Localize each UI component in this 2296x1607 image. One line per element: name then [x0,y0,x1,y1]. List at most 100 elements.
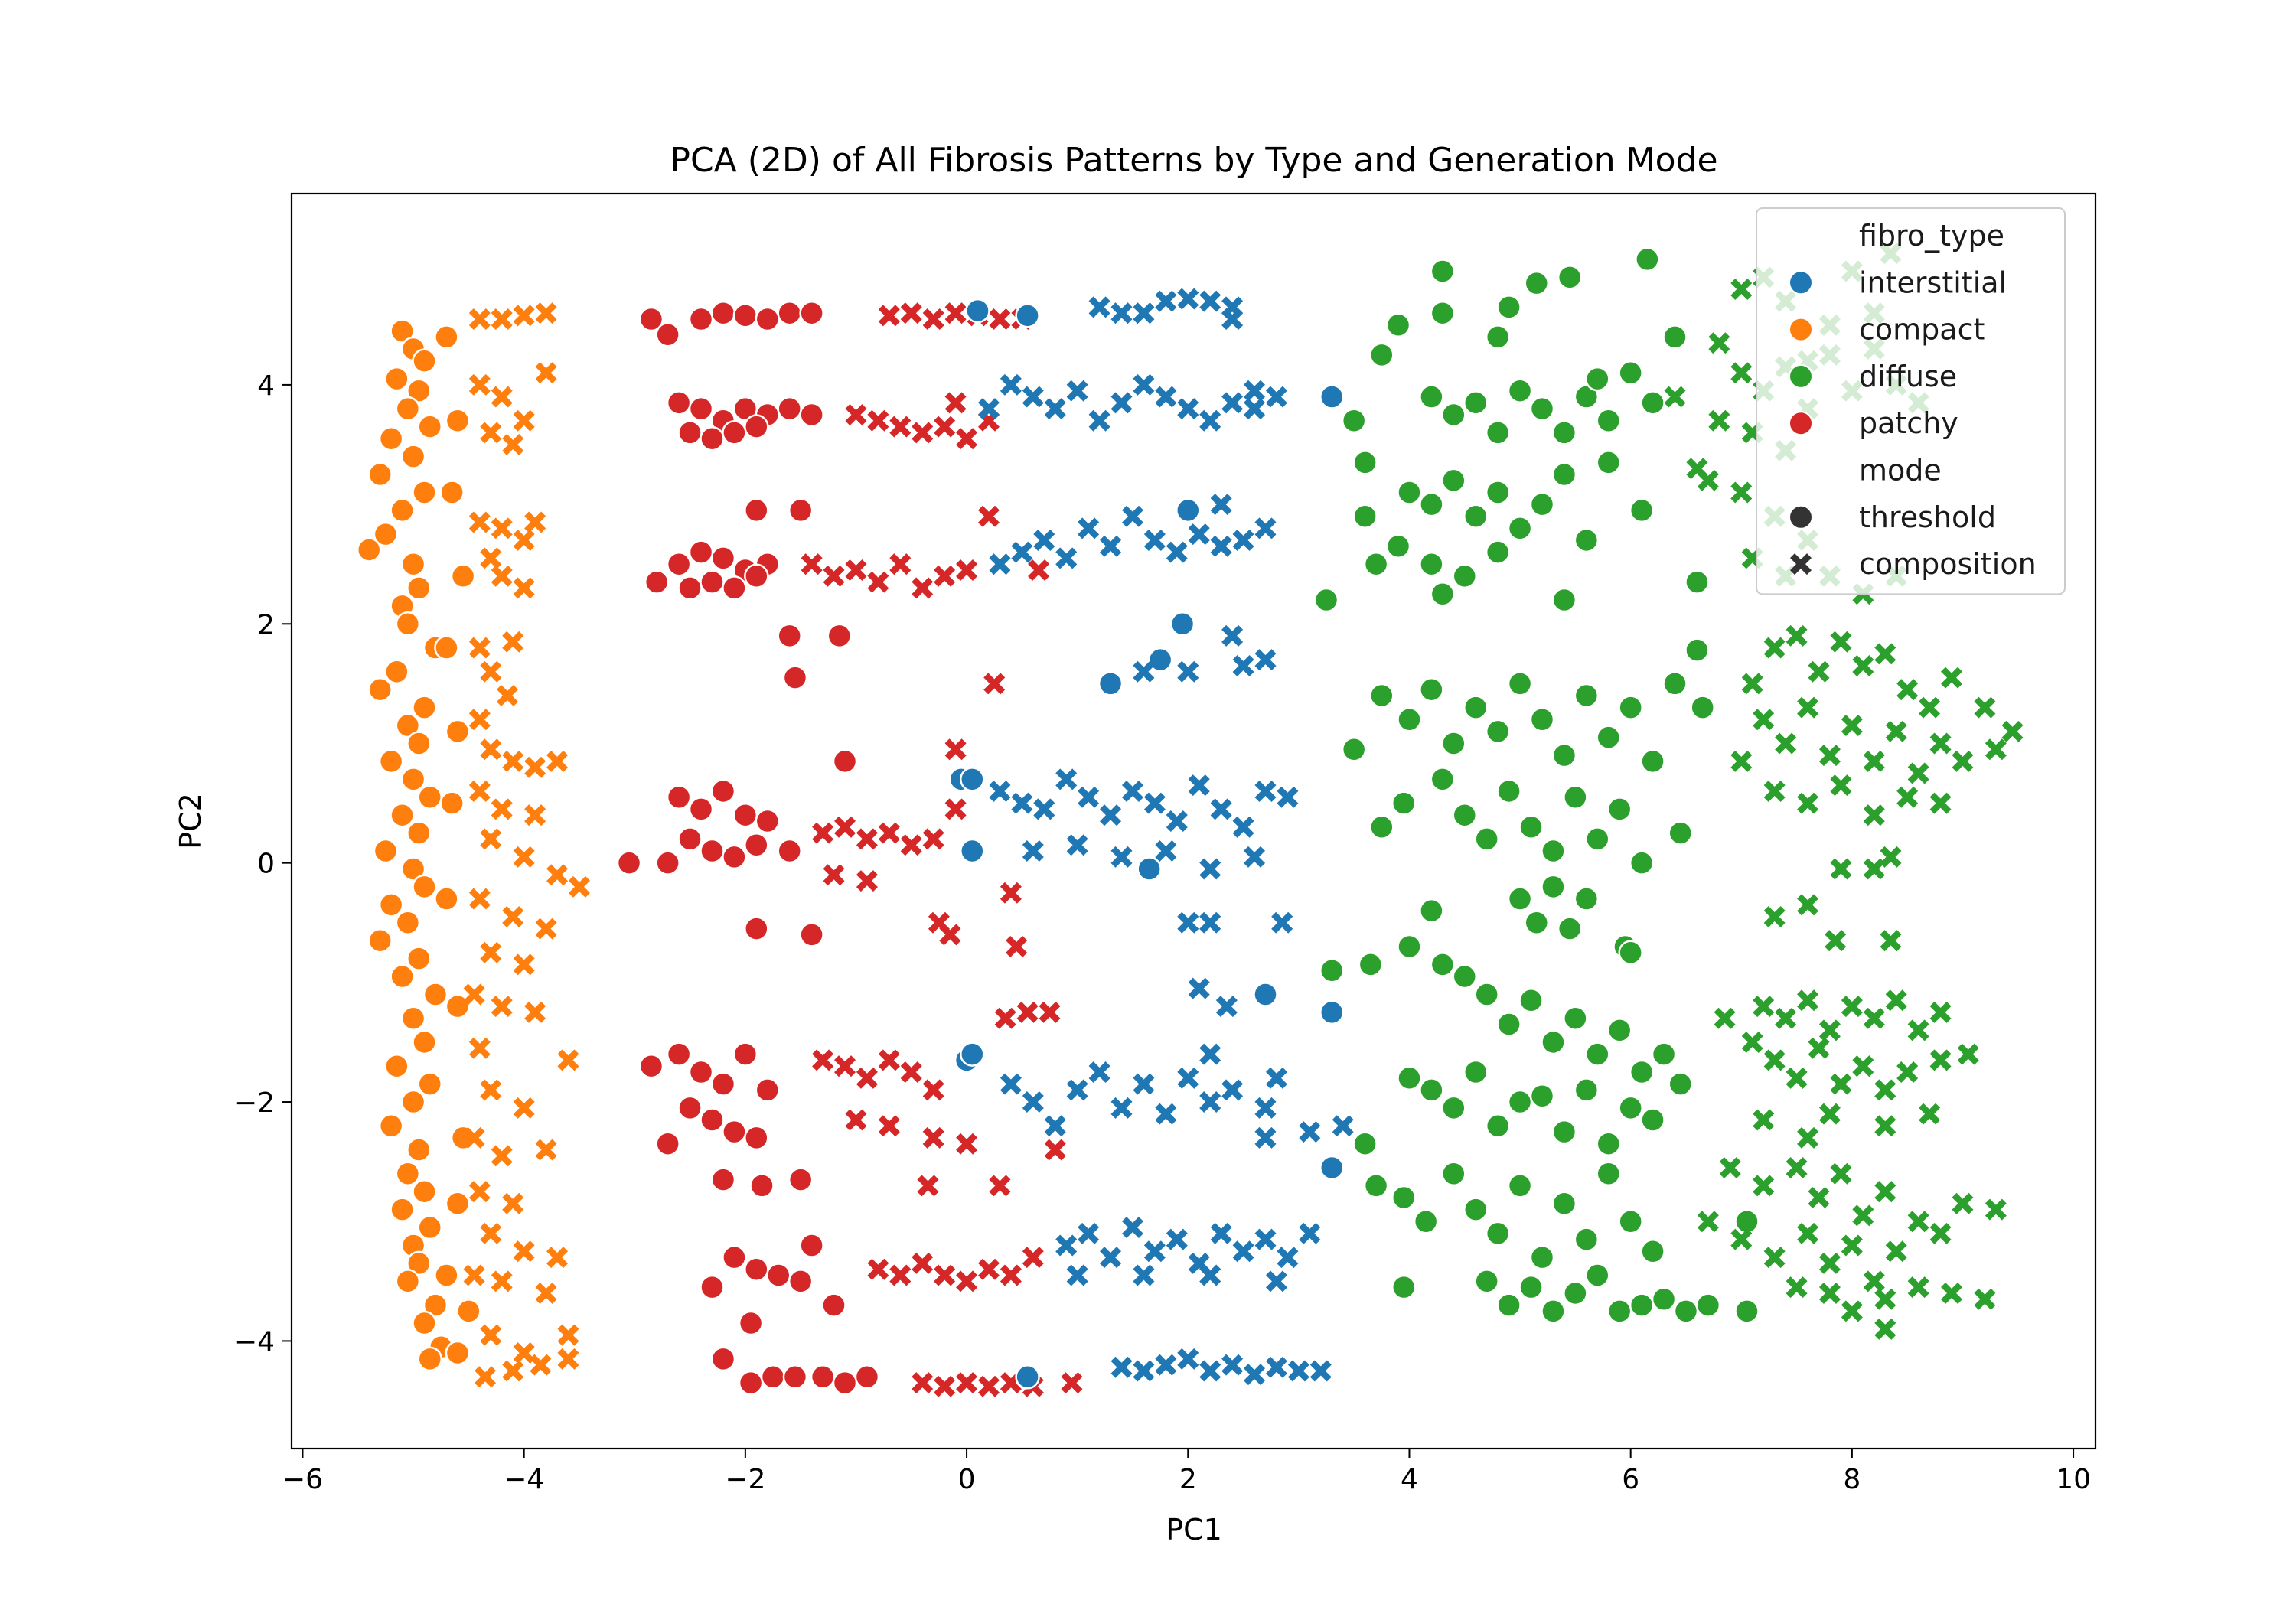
data-point [1606,1018,1632,1043]
data-point [439,480,465,505]
data-point [867,409,889,432]
data-point [1753,996,1775,1018]
data-point [744,563,769,589]
data-point [384,1053,409,1079]
y-axis-label: PC2 [174,793,207,849]
data-point [638,1053,664,1079]
data-point [480,547,502,569]
data-point [1254,517,1277,539]
data-point [1541,838,1566,864]
data-point [1177,1067,1199,1089]
data-point [956,428,978,450]
data-point [417,1346,443,1372]
data-point [1155,840,1177,862]
data-point [1055,547,1078,569]
data-point [965,298,990,324]
data-point [491,996,513,1018]
data-point [832,1370,858,1396]
data-point [912,422,934,444]
legend-label: patchy [1859,406,1958,440]
data-point [944,738,967,761]
data-point [1557,265,1583,290]
legend-label: threshold [1859,500,1996,534]
data-point [1232,654,1254,676]
data-point [445,719,471,745]
data-point [1430,767,1456,792]
data-point [395,712,421,738]
data-point [989,1175,1011,1197]
data-point [765,1263,791,1288]
data-point [934,416,956,438]
data-point [1574,1227,1600,1252]
data-point [412,695,437,720]
data-point [395,910,421,936]
data-point [480,1079,502,1101]
data-point [1177,660,1199,683]
data-point [412,1029,437,1055]
data-point [491,1270,513,1292]
data-point [1155,290,1177,312]
data-point [1941,667,1963,689]
data-point [1463,695,1489,720]
data-point [406,820,432,846]
data-point [845,403,867,425]
data-point [732,303,758,328]
data-point [1818,1019,1841,1041]
data-point [1863,858,1885,880]
data-point [502,905,524,927]
data-point [1596,450,1622,475]
data-point [1110,1097,1133,1119]
data-point [1166,810,1188,833]
data-point [788,497,814,523]
data-point [1452,963,1478,989]
data-point [463,1264,485,1286]
data-point [744,497,769,523]
data-point [1363,551,1389,577]
data-point [390,318,415,344]
data-point [412,480,437,505]
data-point [644,569,670,595]
series-compact-composition [463,302,590,1388]
data-point [1880,930,1902,952]
data-point [557,1348,579,1370]
data-point [889,553,912,575]
data-point [1874,1288,1896,1310]
data-point [1133,373,1155,396]
data-point [1265,1270,1287,1292]
data-point [445,1191,471,1217]
data-point [502,750,524,772]
data-point [1143,792,1166,814]
data-point [1006,935,1028,958]
data-point [1199,290,1221,312]
data-point [1541,1029,1566,1055]
data-point [1022,386,1044,408]
data-point [1244,398,1266,420]
data-point [400,444,426,469]
data-point [1485,420,1511,445]
data-point [390,802,415,828]
data-point [1121,780,1143,802]
data-point [1662,324,1688,350]
data-point [491,386,513,408]
data-point [1551,461,1577,487]
data-point [1763,780,1786,802]
data-point [1818,1282,1841,1304]
data-point [900,302,922,324]
data-point [1563,1280,1588,1306]
data-point [1369,814,1394,840]
y-tick-label: 0 [257,849,275,880]
data-point [944,302,967,324]
data-point [480,422,502,444]
data-point [1957,1043,1979,1065]
data-point [1618,940,1643,966]
data-point [1786,624,1808,647]
data-point [1474,982,1499,1007]
data-point [1188,774,1210,797]
data-point [1896,786,1919,808]
data-point [1763,905,1786,927]
data-point [1797,1222,1819,1244]
data-point [1741,1031,1763,1053]
data-point [1529,491,1555,517]
data-point [1841,715,1863,737]
data-point [755,306,781,332]
